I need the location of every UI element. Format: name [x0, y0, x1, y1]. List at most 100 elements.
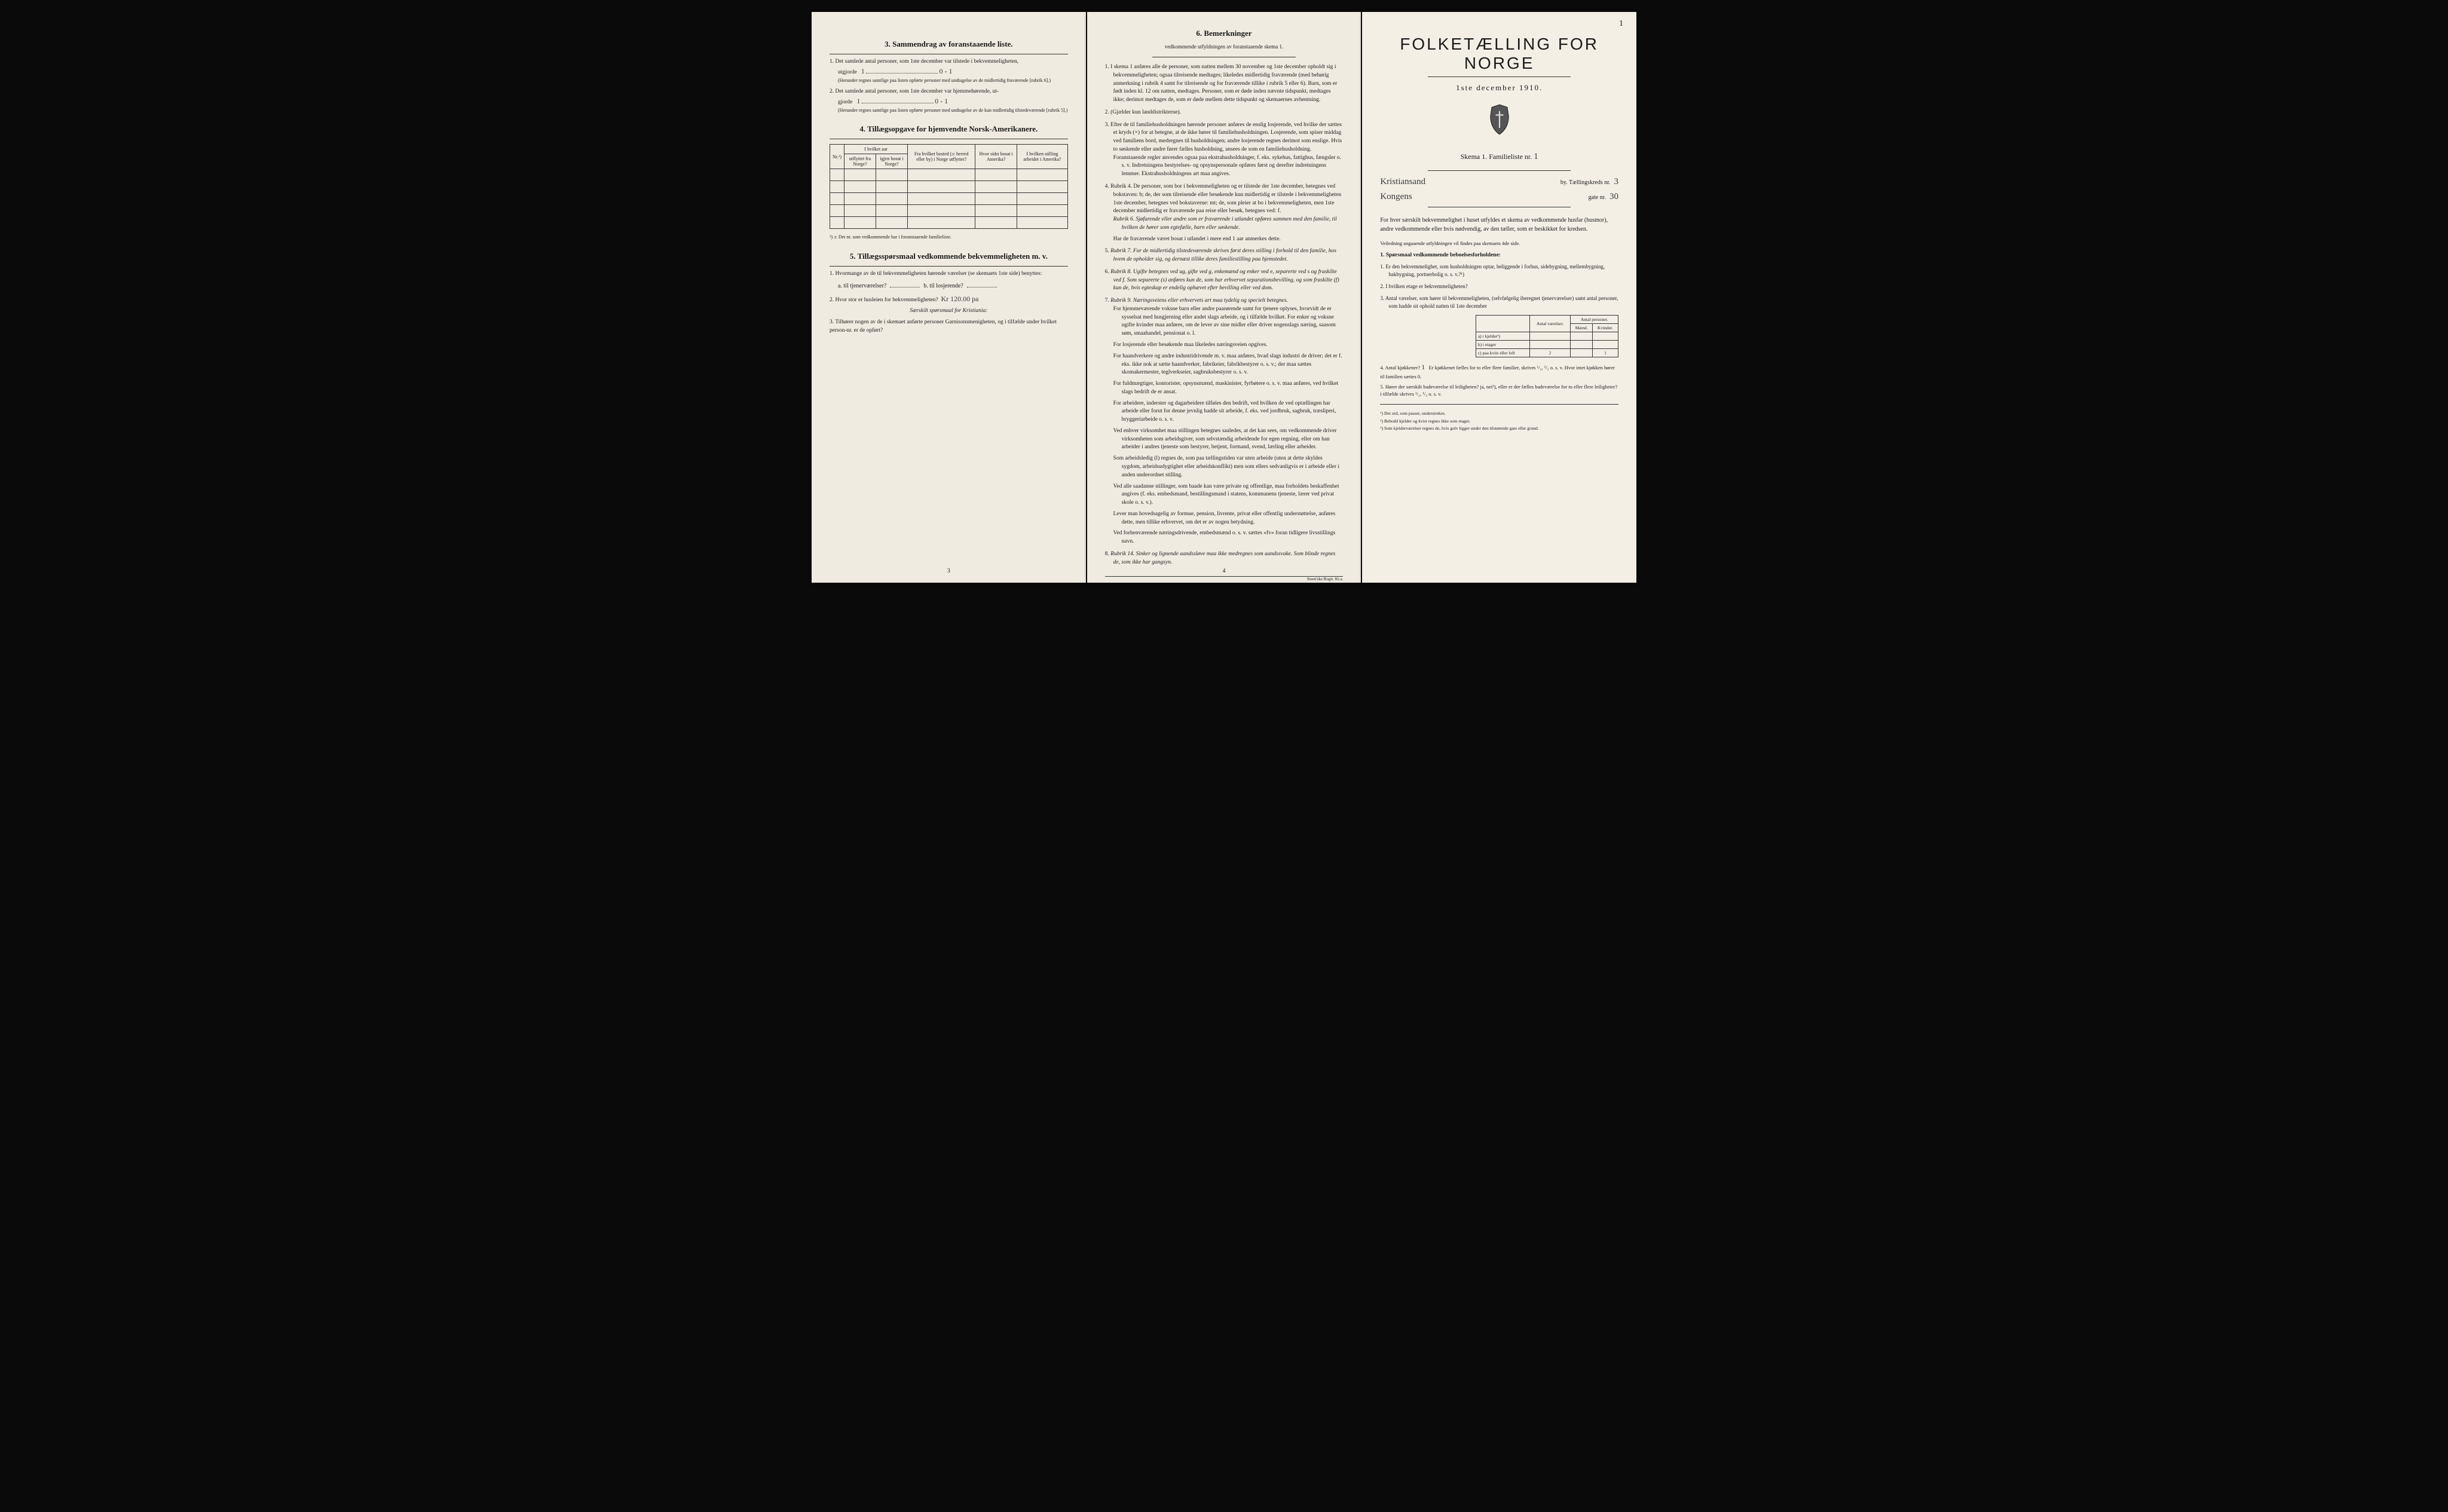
section-3-title: 3. Sammendrag av foranstaaende liste. [830, 39, 1068, 49]
bem-7f: Ved enhver virksomhet maa stillingen bet… [1122, 427, 1344, 452]
table-row: b) i etager [1476, 341, 1618, 349]
p1-q4-hand: 1 [1421, 363, 1425, 371]
bem-4: 4. Rubrik 4. De personer, som bor i bekv… [1105, 183, 1344, 243]
s3-q1-hand1: 1 [861, 67, 865, 75]
page-number-4: 4 [1223, 568, 1226, 574]
p1-q5: 5. Hører der særskilt badeværelse til le… [1380, 383, 1618, 398]
q-heading: 1. Spørsmaal vedkommende beboelsesforhol… [1380, 252, 1618, 260]
s3-q2-hand1: 1 [856, 97, 860, 105]
s3-q1-text: 1. Det samlede antal personer, som 1ste … [830, 59, 1018, 65]
bem-4b: Rubrik 6. Sjøfarende eller andre som er … [1122, 216, 1344, 232]
s3-q1b: utgjorde [838, 69, 857, 75]
t3-h2b: Kvinder. [1592, 324, 1618, 332]
bem-2: 2. (Gjælder kun landdistrikterne). [1105, 109, 1344, 117]
fn3: ³) Som kjelderværelser regnes de, hvis g… [1380, 426, 1618, 432]
section-5-title: 5. Tillægsspørsmaal vedkommende bekvemme… [830, 252, 1068, 261]
bem-7i: Lever man hovedsagelig av formue, pensio… [1122, 510, 1344, 527]
bem-3: 3. Efter de til familiehusholdningen hør… [1105, 121, 1344, 179]
t4-h-amerika: Hvor sidst bosat i Amerika? [975, 145, 1017, 169]
city-row: Kristiansand by. Tællingskreds nr. 3 [1380, 177, 1618, 187]
table-row: a) i kjelder²) [1476, 332, 1618, 341]
corner-number: 1 [1619, 19, 1623, 29]
s5-sub: Særskilt spørsmaal for Kristiania: [830, 307, 1068, 316]
s5-q2-hand: Kr 120.00 pa [941, 295, 979, 303]
coat-of-arms-icon [1380, 103, 1618, 137]
s3-q2-note: (Herunder regnes samtlige paa listen opf… [846, 107, 1068, 114]
s5-q1a: a. til tjenerværelser? [838, 283, 886, 289]
bem-7: 7. Rubrik 9. Næringsveiens eller erhverv… [1105, 297, 1344, 546]
s3-q2-hand2: 0 - 1 [935, 97, 948, 105]
fn1: ¹) Det ord, som passer, understrekes. [1380, 411, 1618, 417]
bem-7a: For hjemmeværende voksne barn eller andr… [1122, 305, 1344, 338]
intro-text-2: Veiledning angaaende utfyldningen vil fi… [1380, 240, 1618, 247]
page-1: 1 FOLKETÆLLING FOR NORGE 1ste december 1… [1362, 12, 1636, 583]
t4-h-utflyttet: utflyttet fra Norge? [844, 154, 876, 169]
t4-h-bosted: Fra hvilket bosted (ɔ: herred eller by) … [908, 145, 975, 169]
bem-5: 5. Rubrik 7. For de midlertidig tilstede… [1105, 247, 1344, 264]
page-4: 6. Bemerkninger vedkommende utfyldningen… [1087, 12, 1361, 583]
table-row: c) paa kvist eller loft21 [1476, 349, 1618, 357]
s5-q1: 1. Hvormange av de til bekvemmeligheten … [830, 270, 1068, 278]
t3-h2a: Mænd. [1571, 324, 1593, 332]
city-label: by. Tællingskreds nr. [1560, 179, 1611, 186]
bem-7e: For arbeidere, inderster og dagarbeidere… [1122, 400, 1344, 424]
bem-4c: Har de fraværende været bosat i utlandet… [1122, 235, 1344, 244]
s3-q2b: gjorde [838, 99, 852, 105]
gate-label: gate nr. [1589, 194, 1606, 201]
table-row [830, 193, 1068, 205]
table-row [830, 217, 1068, 229]
s5-q3: 3. Tilhører nogen av de i skemaet anført… [830, 319, 1068, 335]
fn2: ²) Bebodd kjelder og kvist regnes ikke s… [1380, 418, 1618, 425]
p1-q2: 2. I hvilken etage er bekvemmeligheten? [1380, 283, 1618, 290]
p1-q4: 4. Antal kjøkkener? [1380, 365, 1420, 371]
s5-q2-row: 2. Hvor stor er husleien for bekvemmelig… [830, 294, 1068, 305]
t4-h-stilling: I hvilken stilling arbeidet i Amerika? [1017, 145, 1068, 169]
s3-q1: 1. Det samlede antal personer, som 1ste … [830, 58, 1068, 84]
gate-nr: 30 [1609, 192, 1618, 202]
p1-q4-row: 4. Antal kjøkkener? 1 Er kjøkkenet fælle… [1380, 362, 1618, 380]
bem-7b: For losjerende eller besøkende maa likel… [1122, 341, 1344, 350]
bem-7c: For haandverkere og andre industridriven… [1122, 353, 1344, 377]
table-row [830, 205, 1068, 217]
s5-q1-ab: a. til tjenerværelser? b. til losjerende… [838, 283, 1068, 289]
section-4-title: 4. Tillægsopgave for hjemvendte Norsk-Am… [830, 124, 1068, 134]
s5-q2: 2. Hvor stor er husleien for bekvemmelig… [830, 297, 938, 303]
intro-text: For hver særskilt bekvemmelighet i huset… [1380, 216, 1618, 234]
table-vaerelser: Antal værelser. Antal personer. Mænd. Kv… [1476, 315, 1618, 357]
skema-line: Skema 1. Familieliste nr. 1 [1380, 152, 1618, 162]
bem-7j: Ved forhenværende næringsdrivende, embed… [1122, 529, 1344, 546]
s5-q1b: b. til losjerende? [923, 283, 963, 289]
bem-3b: Foranstaaende regler anvendes ogsaa paa … [1122, 154, 1344, 179]
gate-row: Kongens gate nr. 30 [1380, 192, 1618, 202]
bem-7h: Ved alle saadanne stillinger, som baade … [1122, 483, 1344, 507]
bem-6: 6. Rubrik 8. Ugifte betegnes ved ug, gif… [1105, 268, 1344, 293]
bem-1: 1. I skema 1 anføres alle de personer, s… [1105, 63, 1344, 105]
t4-footnote: ¹) ɔ: Det nr. som vedkommende har i fora… [830, 234, 1068, 241]
t4-h-bosat: igjen bosat i Norge? [876, 154, 907, 169]
t3-h2: Antal personer. [1571, 316, 1618, 324]
main-title: FOLKETÆLLING FOR NORGE [1380, 35, 1618, 73]
page-3: 3. Sammendrag av foranstaaende liste. 1.… [812, 12, 1086, 583]
p1-q1: 1. Er den bekvemmelighet, som husholdnin… [1380, 263, 1618, 278]
table-row [830, 169, 1068, 181]
city-name-hand: Kristiansand [1380, 177, 1557, 187]
s3-q2: 2. Det samlede antal personer, som 1ste … [830, 88, 1068, 114]
printer-credit: Steen'ske Bogtr. Kr.a. [1307, 577, 1344, 581]
bem-7g: Som arbeidsledig (l) regnes de, som paa … [1122, 455, 1344, 479]
bem-8: 8. Rubrik 14. Sinker og lignende aandssl… [1105, 550, 1344, 567]
section-6-sub: vedkommende utfyldningen av foranstaaend… [1105, 43, 1344, 51]
s3-q2-text: 2. Det samlede antal personer, som 1ste … [830, 88, 999, 94]
s3-q1-note: (Herunder regnes samtlige paa listen opf… [846, 77, 1068, 84]
s3-q1-hand2: 0 - 1 [940, 67, 953, 75]
footnotes: ¹) Det ord, som passer, understrekes. ²)… [1380, 411, 1618, 433]
page-number-3: 3 [947, 568, 950, 574]
t4-h-aar: I hvilket aar [844, 145, 908, 154]
bem-7d: For fuldmægtiger, kontorister, opsynsmæn… [1122, 380, 1344, 397]
section-6-title: 6. Bemerkninger [1105, 29, 1344, 38]
census-date: 1ste december 1910. [1380, 83, 1618, 93]
kreds-nr: 3 [1614, 177, 1619, 187]
table-amerikanere: Nr.¹) I hvilket aar Fra hvilket bosted (… [830, 144, 1068, 229]
p1-q3: 3. Antal værelser, som hører til bekvemm… [1380, 295, 1618, 310]
t3-h1: Antal værelser. [1529, 316, 1570, 332]
table-row [830, 181, 1068, 193]
